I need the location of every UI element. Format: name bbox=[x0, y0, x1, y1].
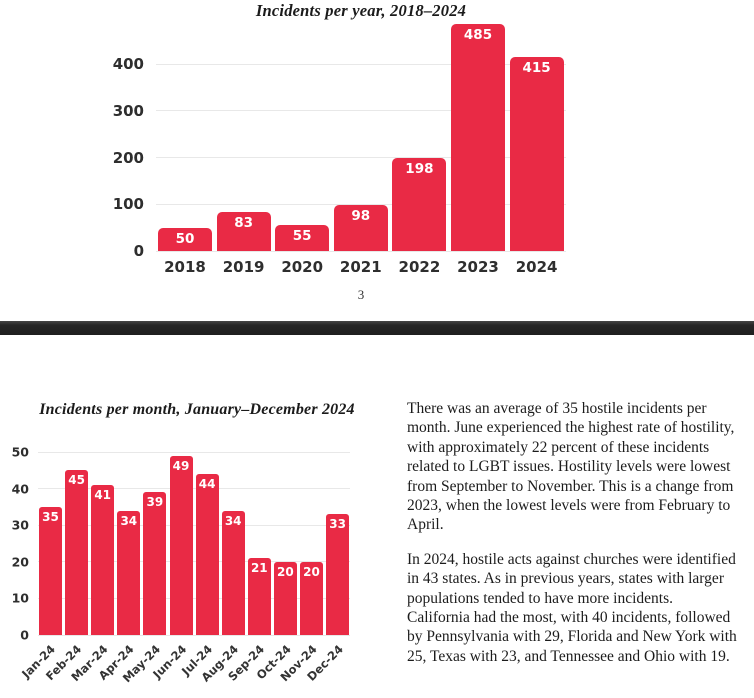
y-axis-tick-label: 50 bbox=[11, 444, 29, 460]
bar: 45 bbox=[65, 470, 89, 635]
bar-value-label: 415 bbox=[522, 60, 551, 77]
bar: 34 bbox=[117, 510, 141, 635]
x-axis-tick-label: 2023 bbox=[457, 258, 499, 276]
gridline bbox=[38, 524, 350, 526]
bar-value-label: 50 bbox=[175, 230, 195, 247]
bar-value-label: 33 bbox=[329, 517, 346, 532]
bar-value-label: 20 bbox=[303, 564, 320, 579]
x-axis-tick-label: 2022 bbox=[398, 258, 441, 276]
bar-value-label: 20 bbox=[277, 564, 294, 579]
x-axis-tick-label: 2024 bbox=[515, 258, 558, 276]
bar-value-label: 198 bbox=[405, 161, 434, 178]
page-number: 3 bbox=[357, 287, 365, 302]
y-axis-tick-label: 0 bbox=[20, 627, 29, 643]
bar: 415 bbox=[509, 57, 564, 251]
gridline bbox=[156, 157, 566, 159]
bar-value-label: 21 bbox=[250, 561, 268, 576]
y-axis-tick-label: 40 bbox=[11, 481, 29, 497]
gridline bbox=[38, 488, 350, 490]
x-axis-tick-label: 2018 bbox=[164, 258, 206, 276]
paragraph: In 2024, hostile acts against churches w… bbox=[407, 550, 737, 665]
yearly-chart-plot: 0 100 200 300 400 50 2018 83 2019 55 2020 98 2021 198… bbox=[113, 22, 566, 276]
bar: 20 bbox=[273, 561, 297, 635]
bar: 21 bbox=[247, 558, 271, 635]
y-axis-tick-label: 400 bbox=[112, 55, 144, 74]
bar-value-label: 98 bbox=[351, 208, 371, 225]
bar-value-label: 83 bbox=[234, 215, 253, 232]
bar: 41 bbox=[91, 484, 115, 635]
gridline bbox=[156, 203, 566, 205]
monthly-chart-title: Incidents per month, January–December 20… bbox=[39, 401, 355, 418]
y-axis-tick-label: 300 bbox=[112, 101, 144, 120]
bar-value-label: 34 bbox=[224, 513, 242, 528]
x-axis-tick-label: 2020 bbox=[281, 258, 324, 276]
monthly-chart-plot: 0 10 20 30 40 50 35 Jan-24 45 Feb-24 41 Mar-24 34 Apr… bbox=[12, 445, 350, 685]
gridline bbox=[156, 250, 566, 252]
y-axis-tick-label: 30 bbox=[11, 517, 29, 533]
x-axis-tick-label: 2021 bbox=[339, 258, 382, 276]
bar: 55 bbox=[275, 225, 330, 251]
bar: 198 bbox=[392, 158, 447, 251]
bar: 49 bbox=[169, 455, 193, 635]
bar-value-label: 45 bbox=[68, 473, 85, 488]
gridline bbox=[38, 634, 350, 636]
bar: 485 bbox=[451, 24, 505, 251]
bar-value-label: 49 bbox=[172, 458, 190, 473]
paragraph: There was an average of 35 hostile incid… bbox=[407, 400, 735, 534]
bar-value-label: 55 bbox=[292, 228, 312, 245]
y-axis-tick-label: 100 bbox=[112, 195, 144, 214]
gridline bbox=[156, 63, 566, 65]
bar-value-label: 35 bbox=[42, 509, 59, 524]
page-divider bbox=[0, 321, 754, 335]
bar-value-label: 39 bbox=[146, 495, 164, 510]
page-4: Incidents per month, January–December 20… bbox=[0, 335, 754, 698]
x-axis-tick-label: 2019 bbox=[222, 258, 265, 276]
bar-value-label: 41 bbox=[94, 487, 112, 502]
y-axis-tick-label: 20 bbox=[11, 554, 29, 570]
bar-value-label: 34 bbox=[120, 513, 138, 528]
bar: 39 bbox=[143, 492, 167, 635]
page-3: Incidents per year, 2018–2024 0 100 200 300… bbox=[0, 0, 754, 321]
gridline bbox=[156, 110, 566, 112]
y-axis-tick-label: 10 bbox=[11, 590, 29, 606]
yearly-chart-title: Incidents per year, 2018–2024 bbox=[255, 1, 467, 20]
body-text-column: There was an average of 35 hostile incid… bbox=[407, 399, 737, 681]
bar: 50 bbox=[158, 227, 212, 251]
gridline bbox=[38, 451, 350, 453]
gridline bbox=[38, 561, 350, 563]
gridline bbox=[38, 597, 350, 599]
bar-value-label: 44 bbox=[198, 476, 216, 491]
y-axis-tick-label: 200 bbox=[112, 148, 144, 167]
bar: 34 bbox=[221, 510, 245, 635]
bar: 98 bbox=[333, 205, 388, 251]
bar-value-label: 485 bbox=[463, 27, 493, 44]
bar: 20 bbox=[300, 561, 323, 635]
bar: 33 bbox=[326, 514, 350, 635]
bar: 44 bbox=[195, 473, 219, 635]
bar: 35 bbox=[39, 506, 62, 635]
y-axis-tick-label: 0 bbox=[133, 242, 144, 260]
bar: 83 bbox=[216, 212, 271, 251]
